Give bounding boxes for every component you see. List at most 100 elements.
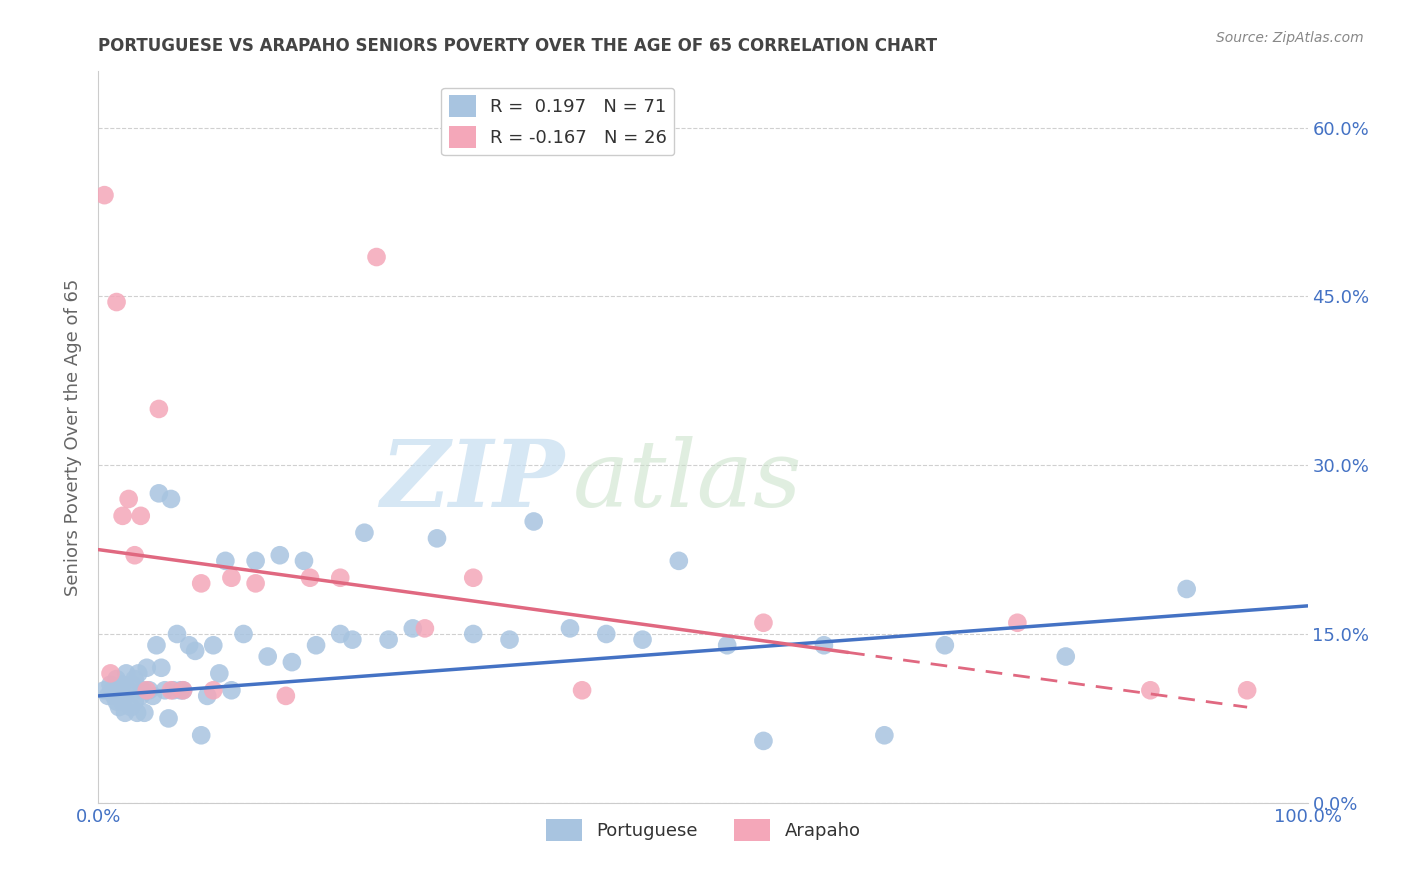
Point	[366, 250, 388, 264]
Point	[108, 683, 131, 698]
Point	[190, 728, 212, 742]
Point	[160, 683, 183, 698]
Point	[214, 554, 236, 568]
Point	[127, 666, 149, 681]
Point	[1139, 683, 1161, 698]
Point	[105, 295, 128, 310]
Point	[93, 683, 115, 698]
Point	[245, 576, 267, 591]
Point	[124, 694, 146, 708]
Point	[135, 683, 157, 698]
Point	[121, 678, 143, 692]
Point	[463, 571, 485, 585]
Point	[292, 554, 315, 568]
Point	[1175, 582, 1198, 596]
Point	[202, 638, 225, 652]
Point	[100, 666, 122, 681]
Point	[631, 632, 654, 647]
Point	[329, 627, 352, 641]
Point	[111, 678, 134, 692]
Point	[668, 554, 690, 568]
Point	[127, 706, 149, 720]
Point	[134, 706, 156, 720]
Point	[232, 627, 254, 641]
Point	[124, 548, 146, 562]
Point	[299, 571, 322, 585]
Point	[413, 621, 436, 635]
Point	[463, 627, 485, 641]
Point	[111, 694, 134, 708]
Legend: Portuguese, Arapaho: Portuguese, Arapaho	[538, 812, 868, 848]
Point	[256, 649, 278, 664]
Point	[402, 621, 425, 635]
Point	[752, 734, 775, 748]
Point	[111, 508, 134, 523]
Point	[172, 683, 194, 698]
Point	[129, 508, 152, 523]
Point	[426, 532, 449, 546]
Text: atlas: atlas	[572, 436, 801, 526]
Point	[145, 638, 167, 652]
Point	[195, 689, 218, 703]
Point	[138, 683, 160, 698]
Point	[571, 683, 593, 698]
Point	[281, 655, 304, 669]
Point	[150, 661, 173, 675]
Point	[153, 683, 176, 698]
Point	[160, 491, 183, 506]
Point	[118, 491, 141, 506]
Point	[132, 683, 155, 698]
Point	[245, 554, 267, 568]
Point	[523, 515, 546, 529]
Text: Source: ZipAtlas.com: Source: ZipAtlas.com	[1216, 31, 1364, 45]
Point	[221, 683, 243, 698]
Text: PORTUGUESE VS ARAPAHO SENIORS POVERTY OVER THE AGE OF 65 CORRELATION CHART: PORTUGUESE VS ARAPAHO SENIORS POVERTY OV…	[98, 37, 938, 54]
Point	[221, 571, 243, 585]
Point	[752, 615, 775, 630]
Point	[118, 683, 141, 698]
Point	[190, 576, 212, 591]
Point	[142, 689, 165, 703]
Point	[169, 683, 191, 698]
Point	[305, 638, 328, 652]
Point	[813, 638, 835, 652]
Point	[342, 632, 364, 647]
Point	[179, 638, 201, 652]
Point	[329, 571, 352, 585]
Point	[157, 711, 180, 725]
Point	[184, 644, 207, 658]
Point	[202, 683, 225, 698]
Text: ZIP: ZIP	[380, 436, 564, 526]
Point	[97, 689, 120, 703]
Point	[101, 683, 124, 698]
Point	[105, 694, 128, 708]
Point	[377, 632, 399, 647]
Point	[269, 548, 291, 562]
Point	[135, 661, 157, 675]
Point	[115, 666, 138, 681]
Point	[1236, 683, 1258, 698]
Point	[1007, 615, 1029, 630]
Point	[716, 638, 738, 652]
Point	[934, 638, 956, 652]
Point	[353, 525, 375, 540]
Point	[498, 632, 520, 647]
Point	[208, 666, 231, 681]
Point	[1054, 649, 1077, 664]
Point	[108, 700, 131, 714]
Point	[129, 689, 152, 703]
Point	[166, 627, 188, 641]
Point	[120, 700, 142, 714]
Point	[162, 683, 184, 698]
Point	[274, 689, 297, 703]
Point	[124, 672, 146, 686]
Point	[873, 728, 896, 742]
Point	[172, 683, 194, 698]
Point	[114, 706, 136, 720]
Point	[103, 689, 125, 703]
Point	[100, 678, 122, 692]
Point	[148, 401, 170, 416]
Point	[595, 627, 617, 641]
Y-axis label: Seniors Poverty Over the Age of 65: Seniors Poverty Over the Age of 65	[65, 278, 83, 596]
Point	[148, 486, 170, 500]
